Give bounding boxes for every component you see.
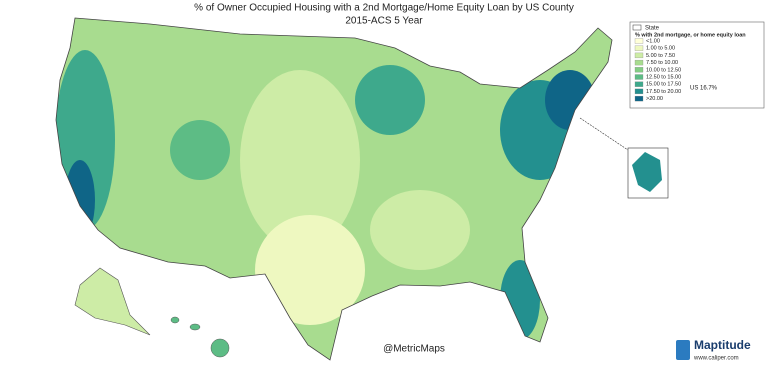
legend-swatch <box>634 52 644 59</box>
legend-swatch <box>634 74 644 80</box>
brand-url: www.caliper.com <box>693 356 739 362</box>
legend-subtitle: % with 2nd mortgage, or home equity loan <box>635 32 746 38</box>
legend-note: US 16.7% <box>690 86 718 92</box>
legend-swatch <box>634 45 644 51</box>
legend-swatch <box>634 59 644 66</box>
inset-map <box>632 152 662 192</box>
legend-swatch <box>634 38 644 44</box>
legend-swatch <box>634 88 644 95</box>
legend: State % with 2nd mortgage, or home equit… <box>629 21 765 109</box>
subtitle: 2015-ACS 5 Year <box>345 16 423 27</box>
us-outline <box>55 17 613 361</box>
legend-swatch <box>634 95 644 102</box>
hawaii <box>170 316 230 358</box>
legend-label: >20.00 <box>646 96 663 102</box>
legend-label: 5.00 to 7.50 <box>646 53 675 59</box>
legend-label: 1.00 to 5.00 <box>646 46 675 52</box>
legend-label: 10.00 to 12.50 <box>646 67 681 73</box>
legend-title: State <box>645 26 660 32</box>
title: % of Owner Occupied Housing with a 2nd M… <box>194 3 574 14</box>
brand-logo <box>676 340 690 360</box>
alaska <box>74 267 151 336</box>
legend-label: 7.50 to 10.00 <box>646 60 678 66</box>
legend-label: 15.00 to 17.50 <box>646 82 681 88</box>
credit: @MetricMaps <box>383 344 445 355</box>
us-map <box>56 18 612 360</box>
legend-swatch <box>634 67 644 73</box>
legend-label: 12.50 to 15.00 <box>646 74 681 80</box>
inset-leader <box>579 117 629 151</box>
legend-swatch <box>634 81 644 87</box>
legend-label: 17.50 to 20.00 <box>646 89 681 95</box>
legend-label: <1.00 <box>646 38 660 44</box>
brand-name: Maptitude <box>694 338 751 352</box>
